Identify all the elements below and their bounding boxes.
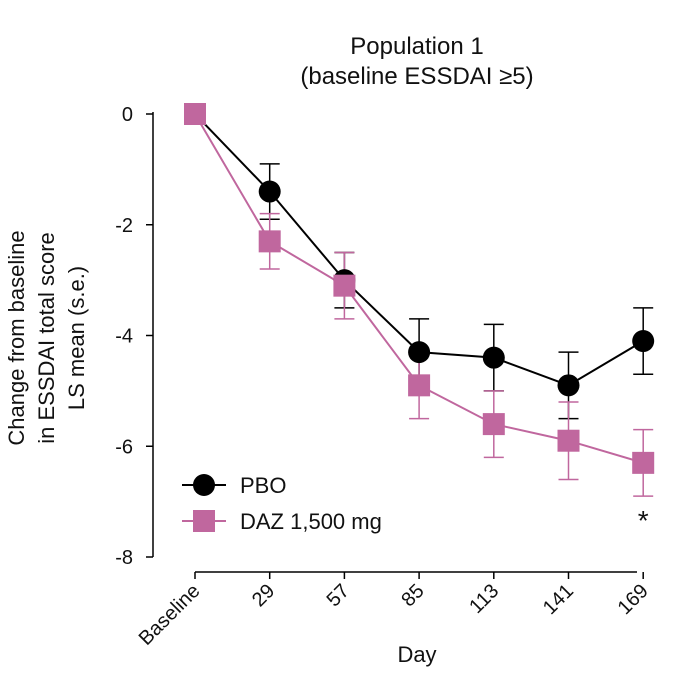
data-point	[482, 413, 505, 436]
x-axis-label: Day	[397, 642, 436, 667]
y-tick-label: -6	[115, 436, 133, 458]
legend: PBO DAZ 1,500 mg	[182, 473, 382, 534]
data-point	[258, 180, 281, 203]
data-point	[184, 103, 206, 125]
markers-daz	[184, 103, 655, 474]
y-axis-label-line-2: in ESSDAI total score	[34, 232, 59, 444]
data-point	[557, 374, 580, 397]
series-daz	[194, 113, 654, 497]
plot-area	[184, 103, 655, 497]
markers-pbo	[184, 103, 655, 397]
y-axis-label-line-1: Change from baseline	[4, 230, 29, 445]
data-point	[333, 274, 356, 297]
data-point	[258, 230, 281, 253]
significance-asterisk: *	[638, 505, 649, 536]
chart-title: Population 1 (baseline ESSDAI ≥5)	[300, 33, 533, 90]
data-point	[557, 429, 580, 452]
legend-item-daz: DAZ 1,500 mg	[182, 509, 382, 534]
series-pbo	[194, 113, 654, 420]
x-tick-label: 57	[323, 580, 354, 611]
x-axis-ticks: Baseline 29 57 85 113 141 169	[135, 572, 653, 650]
data-point	[632, 330, 655, 353]
legend-daz-marker	[193, 510, 215, 532]
y-tick-label: -2	[115, 215, 133, 237]
y-tick-label: 0	[122, 104, 133, 126]
data-point	[408, 374, 431, 397]
y-axis-label-line-3: LS mean (s.e.)	[64, 266, 89, 410]
legend-pbo-label: PBO	[240, 473, 286, 498]
legend-pbo-marker	[193, 474, 215, 496]
data-point	[482, 346, 505, 369]
x-tick-label: 141	[539, 580, 578, 619]
y-axis-label: Change from baseline in ESSDAI total sco…	[4, 230, 89, 445]
x-tick-label: Baseline	[135, 580, 205, 650]
chart-title-line-2: (baseline ESSDAI ≥5)	[300, 63, 533, 90]
data-point	[408, 341, 431, 364]
x-tick-label: 169	[614, 580, 653, 619]
x-tick-label: 29	[248, 580, 279, 611]
data-point	[632, 451, 655, 474]
y-tick-label: -4	[115, 326, 133, 348]
legend-item-pbo: PBO	[182, 473, 286, 498]
y-axis-ticks: 0 -2 -4 -6 -8	[115, 104, 153, 569]
chart-title-line-1: Population 1	[350, 33, 483, 60]
x-tick-label: 85	[397, 580, 428, 611]
x-tick-label: 113	[465, 580, 503, 618]
y-tick-label: -8	[115, 547, 133, 569]
legend-daz-label: DAZ 1,500 mg	[240, 509, 382, 534]
